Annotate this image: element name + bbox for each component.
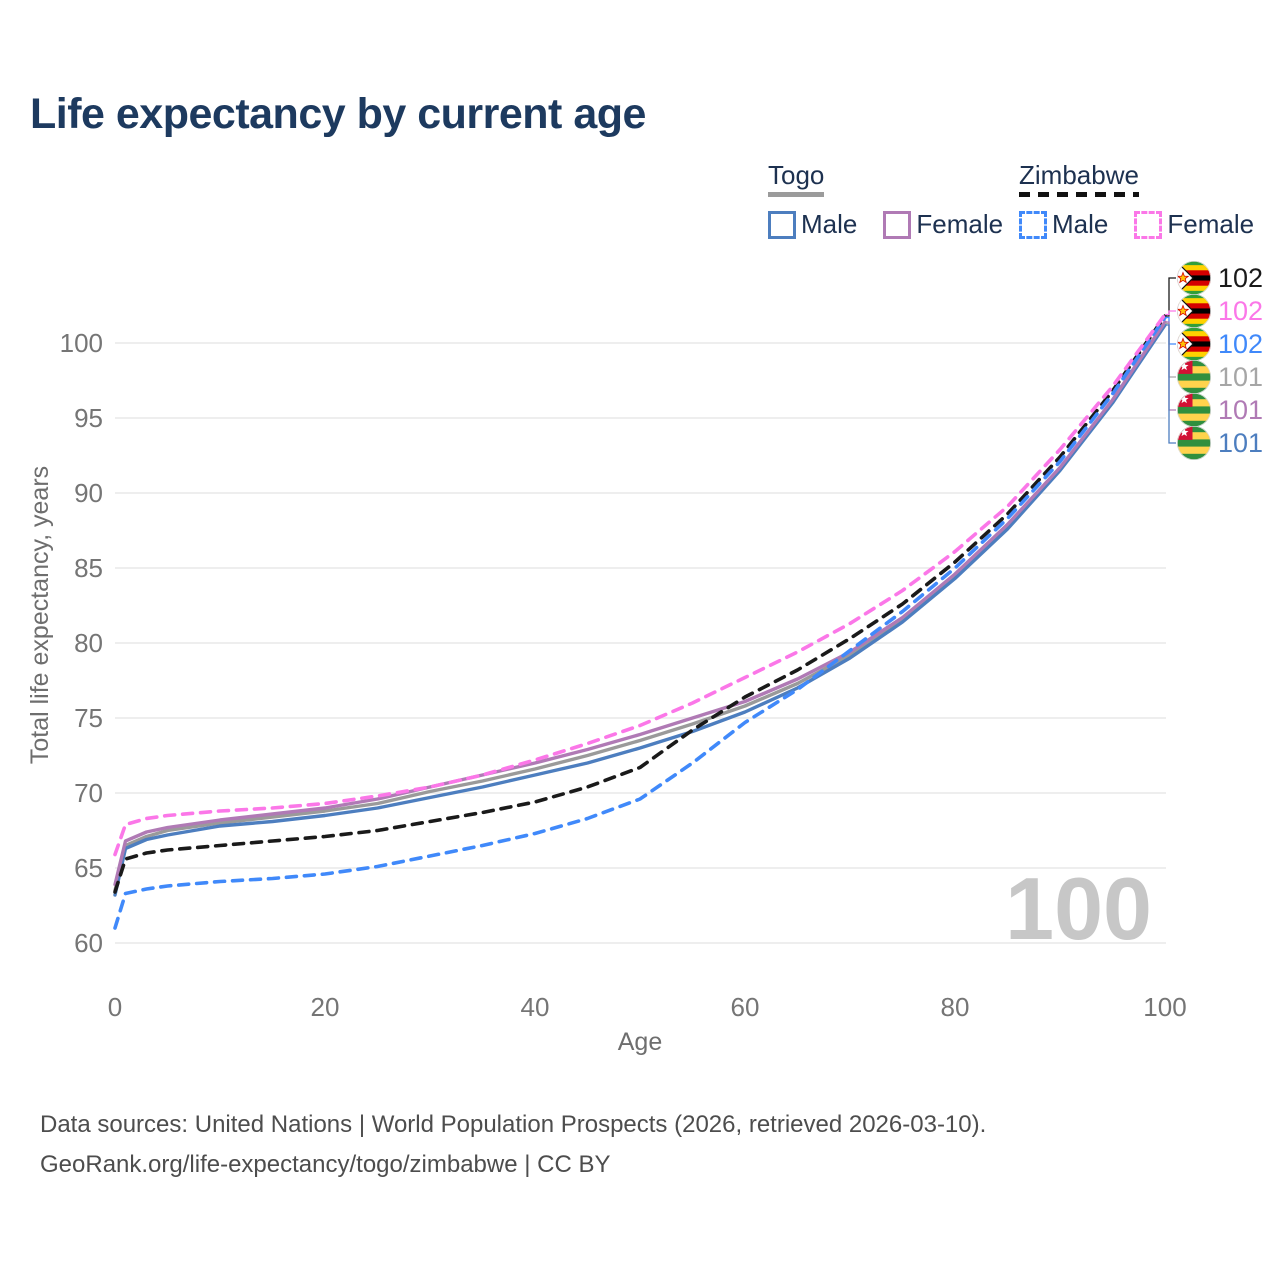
y-tick-label: 85 <box>74 553 103 583</box>
y-tick-label: 95 <box>74 403 103 433</box>
zimbabwe-flag-icon <box>1177 294 1211 328</box>
end-label-row: 102 <box>1176 326 1263 362</box>
series-line-togo[interactable] <box>113 321 1167 893</box>
leader-line <box>1165 324 1176 444</box>
age-watermark: 100 <box>1005 859 1152 958</box>
legend-item-label: Male <box>801 209 858 239</box>
y-tick-label: 90 <box>74 478 103 508</box>
legend-item-label: Female <box>1167 209 1255 239</box>
end-label-row: 101 <box>1176 425 1263 461</box>
y-tick-label: 75 <box>74 703 103 733</box>
legend-group-togo: Togo Male Female <box>768 160 1003 240</box>
legend-country-zimbabwe[interactable]: Zimbabwe <box>1019 160 1139 200</box>
togo-flag-icon <box>1177 360 1211 394</box>
legend-item-togo-male[interactable]: Male <box>768 209 857 240</box>
end-label-value: 101 <box>1218 361 1264 392</box>
zimbabwe-flag-icon <box>1177 261 1211 295</box>
y-tick-label: 80 <box>74 628 103 658</box>
togo-flag-icon <box>1177 426 1211 460</box>
legend-item-zimbabwe-male[interactable]: Male <box>1019 209 1108 240</box>
legend-swatch-icon <box>1134 210 1163 239</box>
end-label-value: 101 <box>1218 394 1264 425</box>
end-label-value: 101 <box>1218 427 1264 458</box>
end-label-value: 102 <box>1218 328 1264 359</box>
legend-linestyle-sample <box>1019 192 1139 197</box>
page-title: Life expectancy by current age <box>30 90 646 138</box>
legend-country-togo[interactable]: Togo <box>768 160 825 200</box>
x-tick-label: 80 <box>941 992 970 1022</box>
end-label-row: 102 <box>1176 260 1263 296</box>
end-label-row: 102 <box>1176 293 1263 329</box>
leader-line <box>1165 322 1176 378</box>
x-axis-title: Age <box>618 1028 662 1056</box>
end-label-value: 102 <box>1218 262 1264 293</box>
series-line-zimbabwe-male[interactable] <box>113 315 1167 930</box>
series-line-togo-female[interactable] <box>113 320 1167 887</box>
legend-swatch-icon <box>768 210 796 239</box>
y-axis-title: Total life expectancy, years <box>26 466 54 764</box>
legend-linestyle-sample <box>768 192 825 197</box>
end-label-row: 101 <box>1176 359 1263 395</box>
end-label-value: 102 <box>1218 295 1264 326</box>
series-line-zimbabwe-female[interactable] <box>113 312 1167 857</box>
end-label-row: 101 <box>1176 392 1263 428</box>
y-tick-label: 65 <box>74 853 103 883</box>
series-line-togo-male[interactable] <box>113 323 1167 897</box>
legend-item-togo-female[interactable]: Female <box>883 209 1003 240</box>
legend-swatch-icon <box>883 210 912 239</box>
footer-data-sources: Data sources: United Nations | World Pop… <box>40 1111 987 1138</box>
togo-flag-icon <box>1177 393 1211 427</box>
leader-line <box>1165 310 1176 316</box>
x-tick-label: 60 <box>731 992 760 1022</box>
series-line-zimbabwe[interactable] <box>113 314 1167 894</box>
leader-line <box>1165 321 1176 411</box>
x-tick-label: 40 <box>521 992 550 1022</box>
legend-item-zimbabwe-female[interactable]: Female <box>1134 209 1254 240</box>
zimbabwe-flag-icon <box>1177 327 1211 361</box>
legend-swatch-icon <box>1019 210 1047 239</box>
y-tick-label: 60 <box>74 928 103 958</box>
leader-line <box>1165 277 1176 317</box>
y-tick-label: 100 <box>60 328 103 358</box>
x-tick-label: 20 <box>311 992 340 1022</box>
legend-item-label: Male <box>1052 209 1109 239</box>
x-tick-label: 100 <box>1143 992 1186 1022</box>
footer: Data sources: United Nations | World Pop… <box>40 1105 986 1185</box>
legend-group-zimbabwe: Zimbabwe Male Female <box>1019 160 1254 240</box>
y-tick-label: 70 <box>74 778 103 808</box>
legend-item-label: Female <box>916 209 1004 239</box>
x-tick-label: 0 <box>108 992 122 1022</box>
footer-attribution: GeoRank.org/life-expectancy/togo/zimbabw… <box>40 1151 611 1178</box>
